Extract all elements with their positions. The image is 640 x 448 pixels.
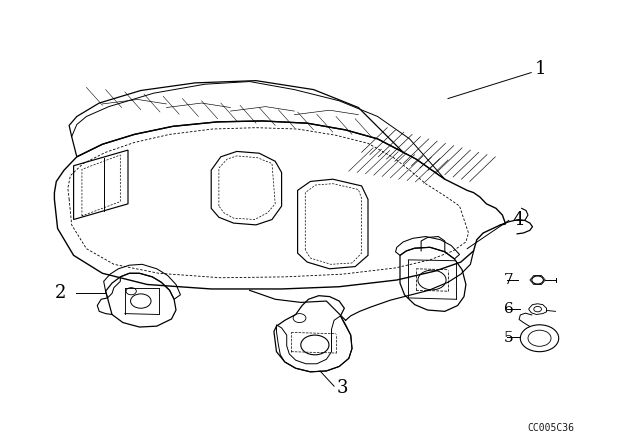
Text: 1: 1 [535,60,547,78]
Text: 7: 7 [504,273,514,287]
Text: 5: 5 [504,331,514,345]
Text: 6: 6 [504,302,514,316]
Text: 3: 3 [337,379,348,396]
Text: 2: 2 [55,284,67,302]
Text: CC005C36: CC005C36 [527,423,574,433]
Text: 4: 4 [513,211,524,228]
